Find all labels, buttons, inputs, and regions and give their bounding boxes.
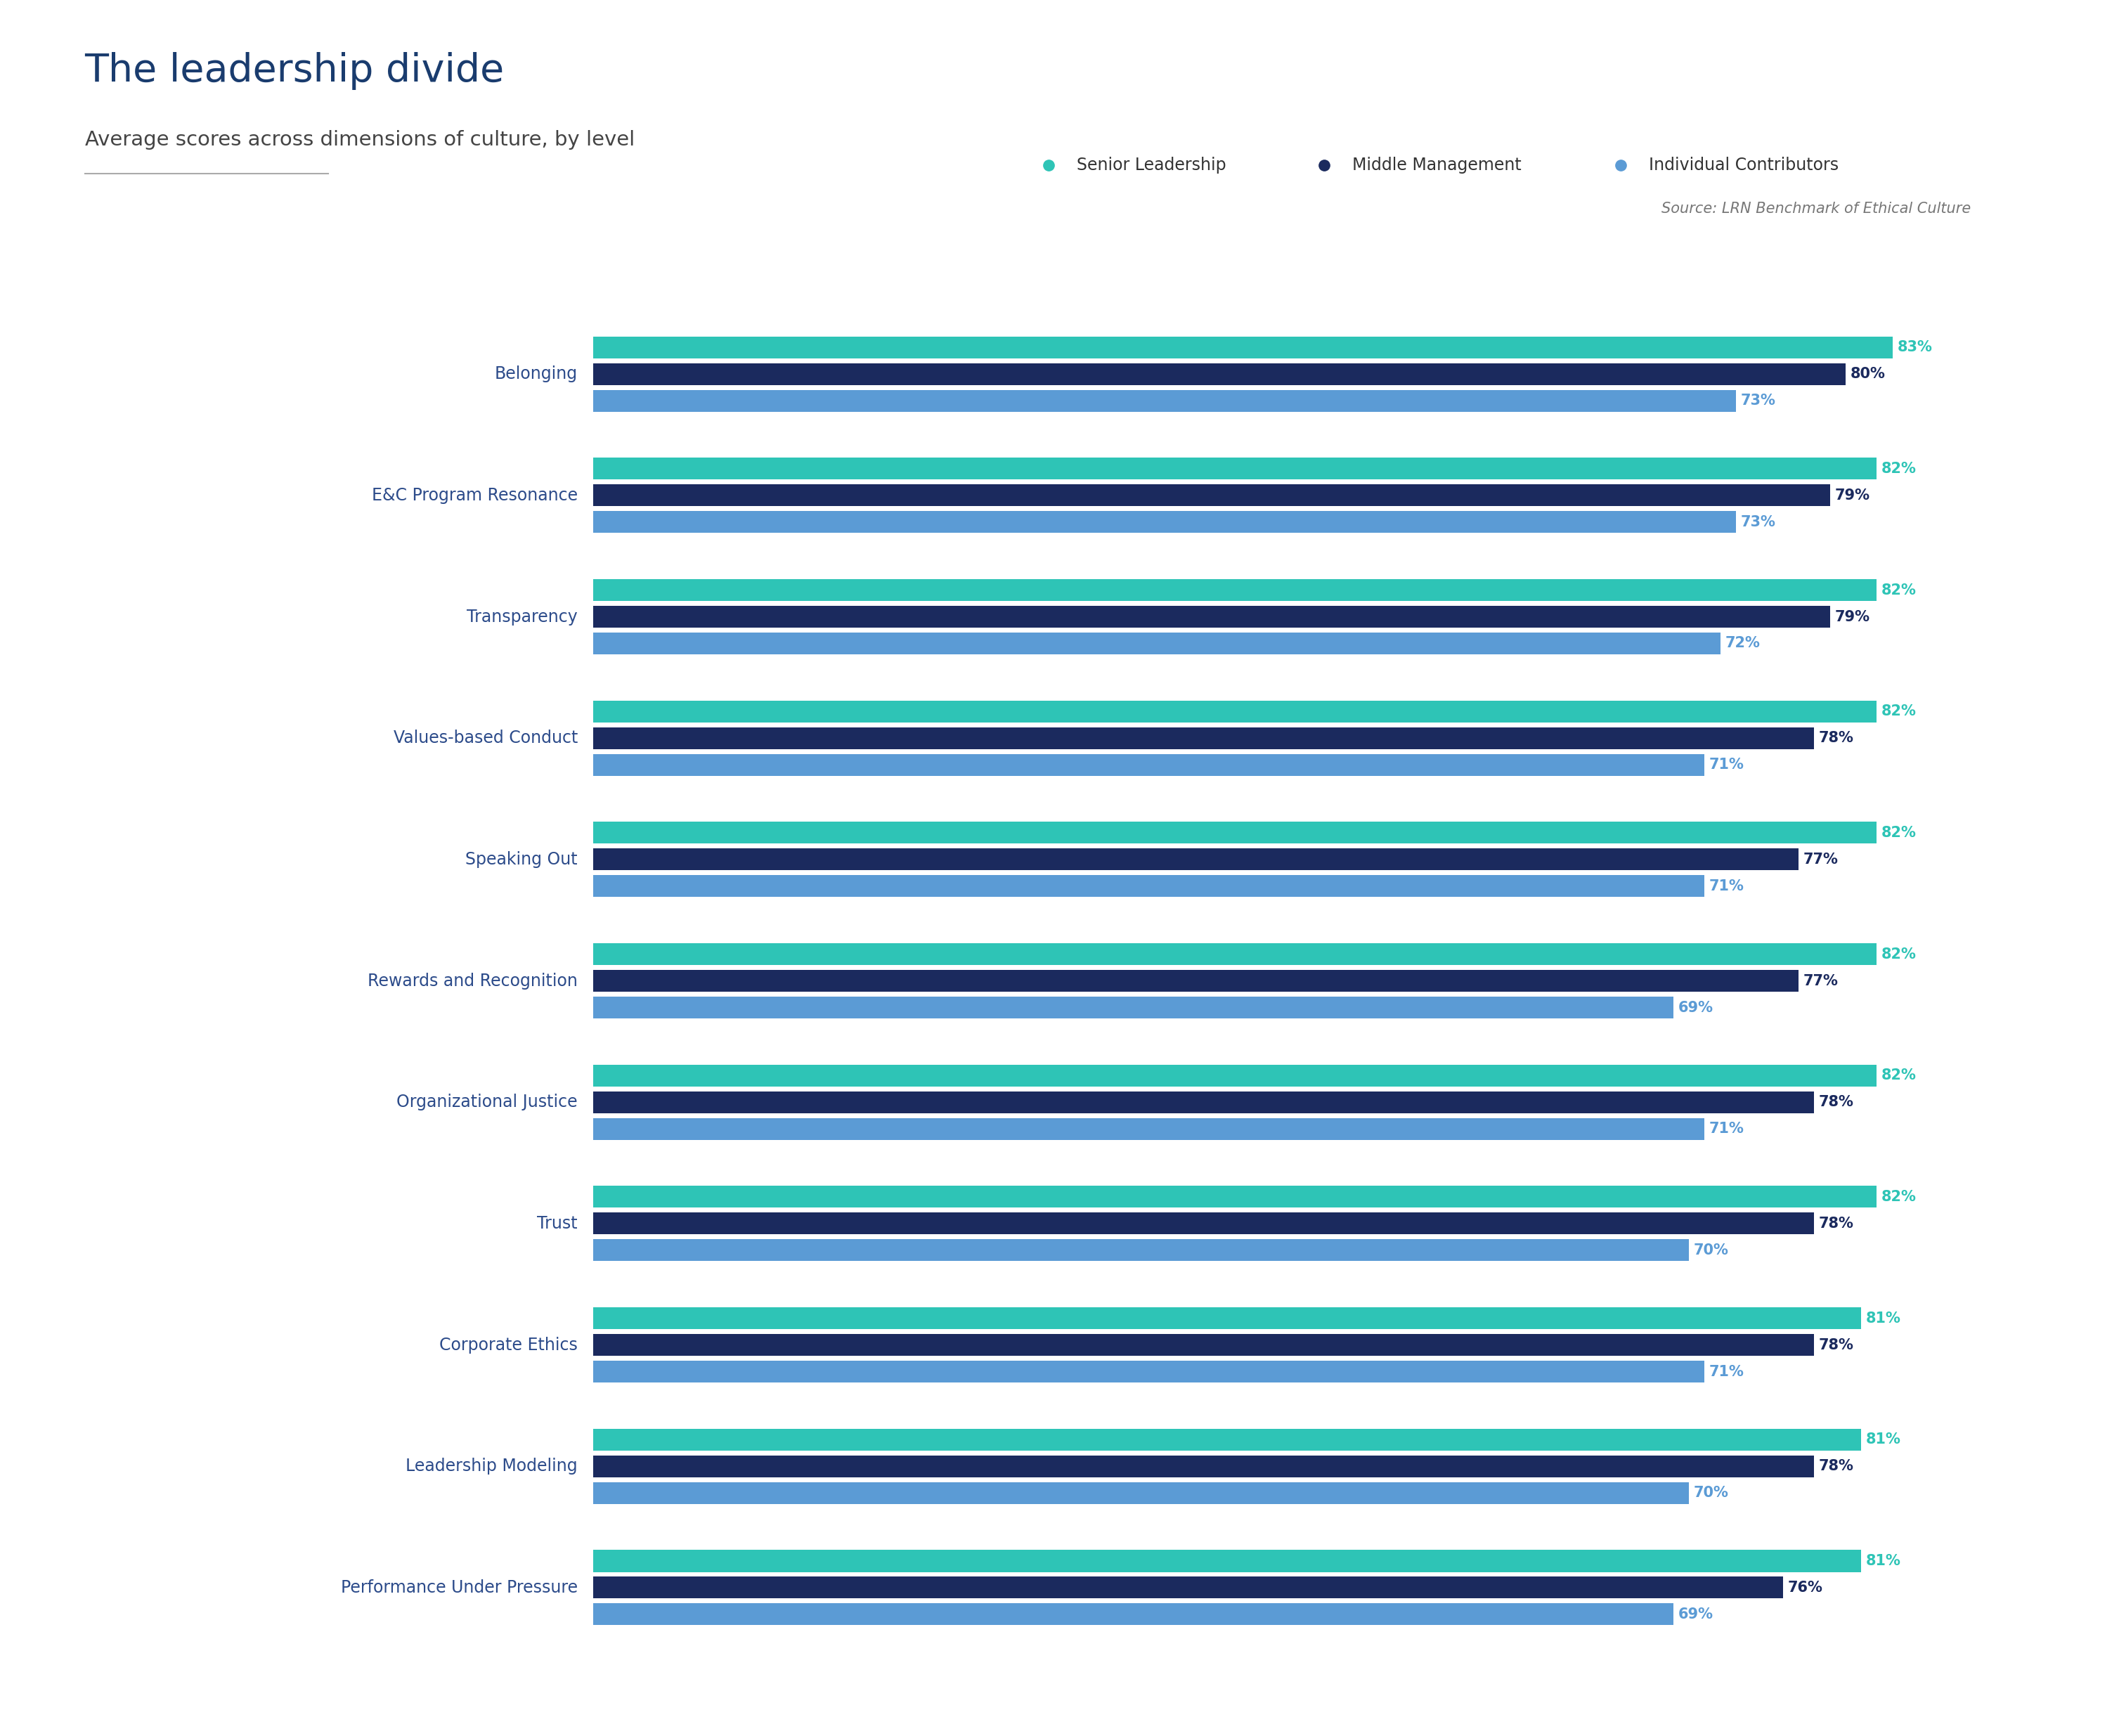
Text: 77%: 77% bbox=[1803, 974, 1839, 988]
Text: 70%: 70% bbox=[1693, 1243, 1729, 1257]
Text: 78%: 78% bbox=[1818, 1338, 1854, 1352]
Bar bbox=[593, 484, 1831, 507]
Text: 70%: 70% bbox=[1693, 1486, 1729, 1500]
Text: Average scores across dimensions of culture, by level: Average scores across dimensions of cult… bbox=[85, 130, 634, 149]
Text: 80%: 80% bbox=[1850, 366, 1886, 380]
Text: 71%: 71% bbox=[1710, 1121, 1744, 1135]
Text: 81%: 81% bbox=[1867, 1311, 1901, 1325]
Bar bbox=[593, 1483, 1689, 1503]
Text: 69%: 69% bbox=[1678, 1000, 1712, 1014]
Text: 82%: 82% bbox=[1882, 462, 1916, 476]
Text: Middle Management: Middle Management bbox=[1352, 156, 1521, 174]
Text: Source: LRN Benchmark of Ethical Culture: Source: LRN Benchmark of Ethical Culture bbox=[1661, 201, 1971, 215]
Bar bbox=[593, 1576, 1782, 1599]
Bar bbox=[593, 970, 1799, 991]
Bar bbox=[593, 1118, 1704, 1141]
Text: 69%: 69% bbox=[1678, 1608, 1712, 1621]
Bar bbox=[593, 727, 1814, 748]
Text: 82%: 82% bbox=[1882, 705, 1916, 719]
Text: 78%: 78% bbox=[1818, 1095, 1854, 1109]
Text: The leadership divide: The leadership divide bbox=[85, 52, 504, 90]
Text: 82%: 82% bbox=[1882, 583, 1916, 597]
Bar bbox=[593, 1186, 1877, 1208]
Text: Organizational Justice: Organizational Justice bbox=[396, 1094, 578, 1111]
Text: 77%: 77% bbox=[1803, 852, 1839, 866]
Bar bbox=[593, 1333, 1814, 1356]
Text: 79%: 79% bbox=[1835, 609, 1869, 623]
Text: Speaking Out: Speaking Out bbox=[466, 851, 578, 868]
Text: 72%: 72% bbox=[1725, 637, 1761, 651]
Bar bbox=[593, 1550, 1860, 1571]
Text: Belonging: Belonging bbox=[494, 366, 578, 382]
Bar bbox=[593, 701, 1877, 722]
Text: Trust: Trust bbox=[538, 1215, 578, 1233]
Text: Performance Under Pressure: Performance Under Pressure bbox=[341, 1580, 578, 1595]
Text: 82%: 82% bbox=[1882, 1189, 1916, 1203]
Text: 81%: 81% bbox=[1867, 1554, 1901, 1568]
Text: 78%: 78% bbox=[1818, 731, 1854, 745]
Bar bbox=[593, 875, 1704, 898]
Text: E&C Program Resonance: E&C Program Resonance bbox=[371, 486, 578, 503]
Bar bbox=[593, 1604, 1674, 1625]
Bar bbox=[593, 996, 1674, 1019]
Bar bbox=[593, 458, 1877, 479]
Text: Individual Contributors: Individual Contributors bbox=[1649, 156, 1839, 174]
Bar bbox=[593, 391, 1735, 411]
Bar bbox=[593, 753, 1704, 776]
Text: 73%: 73% bbox=[1740, 516, 1776, 529]
Text: Transparency: Transparency bbox=[466, 608, 578, 625]
Text: 73%: 73% bbox=[1740, 394, 1776, 408]
Bar bbox=[593, 580, 1877, 601]
Bar bbox=[593, 1307, 1860, 1330]
Text: 81%: 81% bbox=[1867, 1432, 1901, 1446]
Text: Rewards and Recognition: Rewards and Recognition bbox=[367, 972, 578, 990]
Bar bbox=[593, 1240, 1689, 1260]
Bar bbox=[593, 632, 1721, 654]
Bar bbox=[593, 363, 1846, 385]
Bar bbox=[593, 1064, 1877, 1087]
Text: 71%: 71% bbox=[1710, 878, 1744, 894]
Text: Senior Leadership: Senior Leadership bbox=[1076, 156, 1227, 174]
Text: 82%: 82% bbox=[1882, 948, 1916, 962]
Text: 71%: 71% bbox=[1710, 759, 1744, 773]
Text: 78%: 78% bbox=[1818, 1460, 1854, 1474]
Text: 78%: 78% bbox=[1818, 1217, 1854, 1231]
Text: 76%: 76% bbox=[1788, 1581, 1822, 1595]
Bar bbox=[593, 337, 1892, 358]
Text: 83%: 83% bbox=[1897, 340, 1933, 354]
Text: 82%: 82% bbox=[1882, 826, 1916, 840]
Bar bbox=[593, 849, 1799, 870]
Text: Corporate Ethics: Corporate Ethics bbox=[439, 1337, 578, 1354]
Bar bbox=[593, 1455, 1814, 1477]
Bar bbox=[593, 943, 1877, 965]
Bar bbox=[593, 1361, 1704, 1382]
Bar bbox=[593, 1092, 1814, 1113]
Bar bbox=[593, 510, 1735, 533]
Bar bbox=[593, 1213, 1814, 1234]
Bar bbox=[593, 606, 1831, 628]
Text: 79%: 79% bbox=[1835, 488, 1869, 502]
Text: Values-based Conduct: Values-based Conduct bbox=[394, 729, 578, 746]
Text: 71%: 71% bbox=[1710, 1364, 1744, 1378]
Text: 82%: 82% bbox=[1882, 1068, 1916, 1083]
Bar bbox=[593, 821, 1877, 844]
Bar bbox=[593, 1429, 1860, 1451]
Text: Leadership Modeling: Leadership Modeling bbox=[405, 1458, 578, 1476]
